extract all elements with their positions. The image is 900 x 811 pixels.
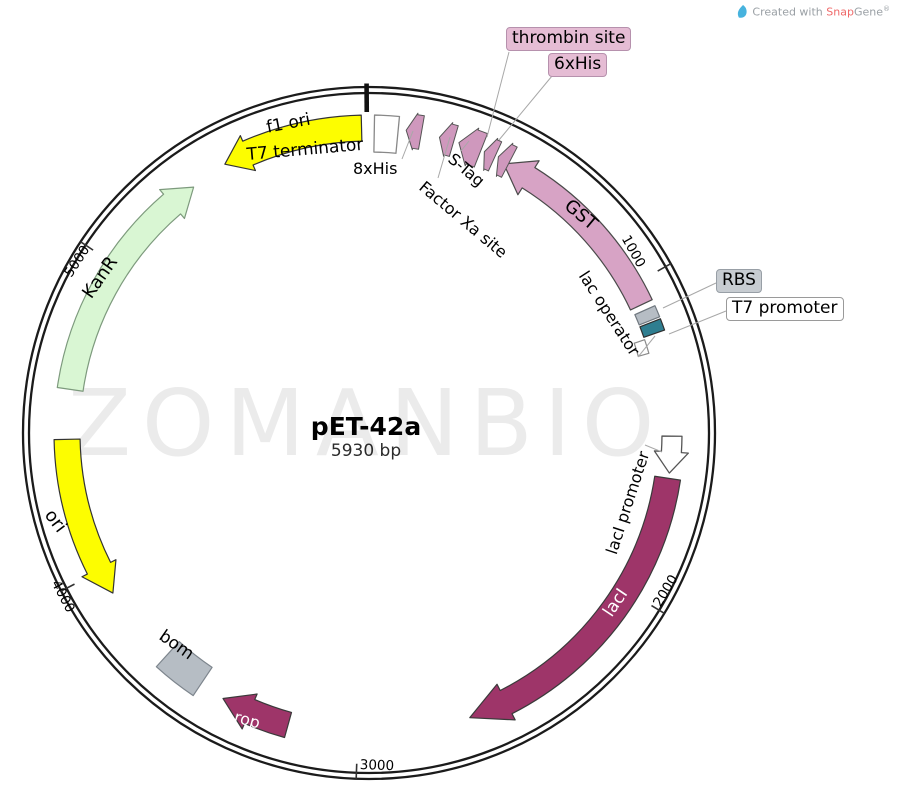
kanr-shape [56, 186, 195, 392]
rbs-callout: RBS [716, 269, 762, 294]
laci-shape [469, 475, 682, 721]
t7-promoter-leader [668, 310, 727, 335]
6xhis-leader [498, 75, 553, 141]
credit-line: Created with SnapGene® [736, 5, 890, 19]
rop-shape [222, 693, 293, 739]
backbone-ring-inner [27, 91, 711, 775]
tag-6xhis-shape [495, 142, 518, 178]
bom-box-shape [155, 640, 213, 697]
t7-terminator-box-shape [373, 114, 401, 154]
tag-thrombin-shape [483, 137, 503, 172]
f1-ori-shape [224, 114, 363, 172]
tick-2000 [651, 604, 665, 615]
lac-operator-box-shape [639, 318, 666, 338]
thrombin-site-leader [486, 51, 510, 138]
rbs-box-shape [634, 305, 661, 326]
tag-s-tag-shape [458, 127, 489, 168]
backbone-ring-outer [21, 85, 717, 781]
plasmid-size: 5930 bp [330, 441, 402, 461]
credit-prefix: Created with [752, 5, 823, 19]
tick-4000 [60, 583, 75, 592]
thrombin-site-callout: thrombin site [506, 27, 632, 52]
credit-brand-snap: Snap [826, 5, 854, 19]
lac-operator-leader [637, 335, 656, 358]
plasmid-name: pET-42a [310, 412, 422, 441]
tag-8xhis-shape [405, 112, 425, 151]
t7-promoter-callout: T7 promoter [726, 297, 844, 322]
ori-shape [53, 438, 117, 594]
tick-5000 [80, 241, 94, 251]
tick-3000 [355, 763, 358, 779]
6xhis-callout: 6xHis [548, 53, 608, 78]
credit-registered-mark: ® [883, 5, 890, 14]
8xhis-leader [401, 130, 414, 160]
rbs-leader [662, 282, 717, 309]
plasmid-title-block: pET-42a 5930 bp [286, 412, 446, 461]
s-tag-leader [460, 140, 470, 152]
laci-promoter-arrow-shape [653, 435, 690, 474]
tick-1000 [657, 263, 672, 272]
snapgene-logo-icon [738, 5, 748, 18]
gst-shape [503, 160, 653, 311]
watermark: ZOMANBIO [68, 370, 666, 477]
laci-promoter-leader [644, 444, 663, 453]
tick-label-3000: 3000 [359, 757, 395, 775]
8xhis-label: 8xHis [353, 159, 398, 178]
factor-xa-leader [437, 136, 451, 179]
credit-brand-gene: Gene [853, 5, 883, 19]
